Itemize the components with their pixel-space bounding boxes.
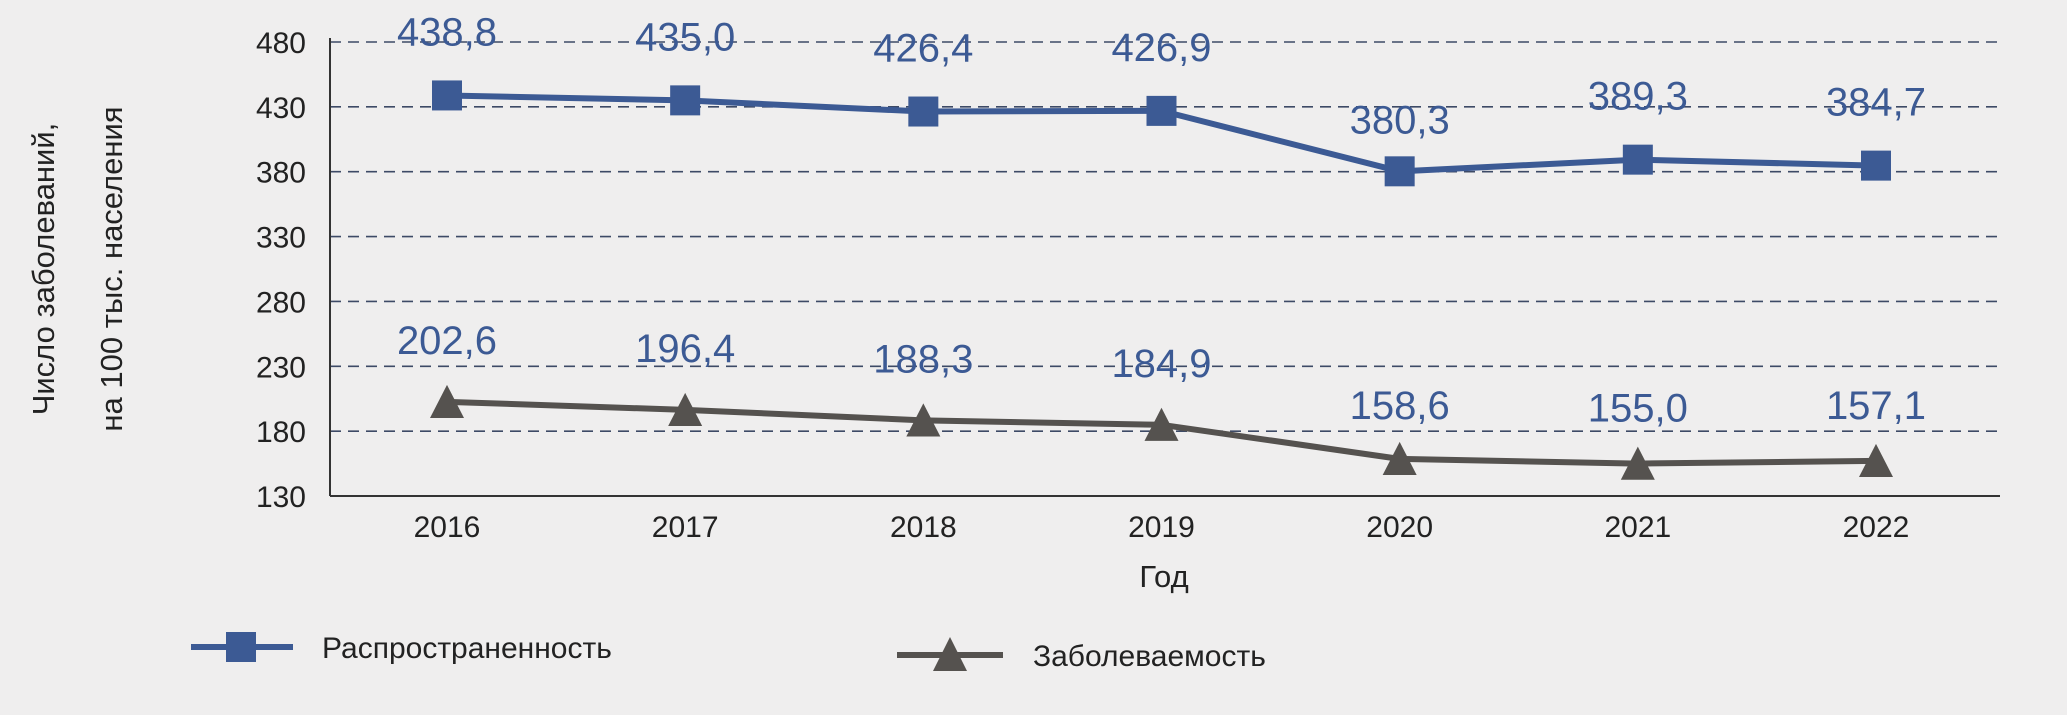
legend-square-marker-icon [226, 632, 256, 662]
x-tick-labels: 2016 2017 2018 2019 2020 2021 2022 [414, 511, 1910, 544]
y-tick-labels: 130 180 230 280 330 380 430 480 [256, 27, 306, 514]
legend-label-incidence: Заболеваемость [1033, 640, 1266, 673]
legend: Распространенность Заболеваемость [191, 632, 1266, 673]
data-label: 426,9 [1111, 26, 1211, 70]
y-tick-label: 130 [256, 481, 306, 514]
data-point-triangle [1620, 446, 1655, 480]
data-point-triangle [430, 384, 464, 418]
data-label: 184,9 [1111, 342, 1211, 386]
x-tick-label: 2020 [1366, 511, 1433, 544]
x-tick-label: 2018 [890, 511, 957, 544]
series-incidence [430, 384, 1893, 480]
data-label: 389,3 [1588, 75, 1688, 119]
data-point-triangle [1859, 443, 1893, 477]
axes [329, 38, 2000, 497]
data-point-triangle [906, 403, 941, 437]
legend-triangle-marker-icon [933, 637, 967, 671]
x-tick-label: 2022 [1843, 511, 1910, 544]
data-point-square [1861, 150, 1891, 181]
legend-label-prevalence: Распространенность [322, 632, 612, 665]
y-tick-label: 180 [256, 416, 306, 449]
data-label: 384,7 [1826, 81, 1926, 125]
data-point-square [432, 80, 462, 111]
y-tick-label: 380 [256, 157, 306, 190]
data-label: 435,0 [635, 15, 735, 59]
data-point-square [908, 96, 939, 127]
series [430, 80, 1893, 480]
data-point-square [1146, 95, 1177, 126]
series-prevalence [432, 80, 1891, 187]
data-point-square [1384, 156, 1415, 187]
legend-item-incidence[interactable]: Заболеваемость [897, 637, 1266, 673]
data-label: 426,4 [873, 27, 973, 71]
data-label: 188,3 [873, 337, 973, 381]
data-point-triangle [1382, 441, 1417, 476]
data-label: 196,4 [635, 327, 735, 371]
x-tick-label: 2016 [414, 511, 481, 544]
y-axis-title-line-2: на 100 тыс. населения [94, 106, 129, 431]
x-axis-title: Год [1139, 559, 1188, 594]
y-axis-title-line-1: Число заболеваний, [26, 123, 61, 416]
data-point-square [1622, 144, 1653, 175]
data-point-triangle [1144, 407, 1179, 441]
data-label: 158,6 [1350, 384, 1450, 428]
y-tick-label: 480 [256, 27, 306, 60]
x-tick-label: 2019 [1128, 511, 1195, 544]
x-tick-label: 2021 [1604, 511, 1671, 544]
y-tick-label: 230 [256, 351, 306, 384]
data-label: 438,8 [397, 10, 497, 54]
data-labels: 438,8 435,0 426,4 426,9 380,3 389,3 384,7 202,6… [397, 10, 1926, 430]
data-point-triangle [668, 392, 703, 427]
data-point-square [670, 85, 701, 116]
legend-item-prevalence[interactable]: Распространенность [191, 632, 612, 665]
data-label: 155,0 [1588, 387, 1688, 431]
y-tick-label: 280 [256, 286, 306, 319]
data-label: 157,1 [1826, 384, 1926, 428]
x-tick-label: 2017 [652, 511, 719, 544]
data-label: 202,6 [397, 319, 497, 363]
y-tick-label: 430 [256, 92, 306, 125]
data-label: 380,3 [1350, 98, 1450, 142]
y-tick-label: 330 [256, 222, 306, 255]
